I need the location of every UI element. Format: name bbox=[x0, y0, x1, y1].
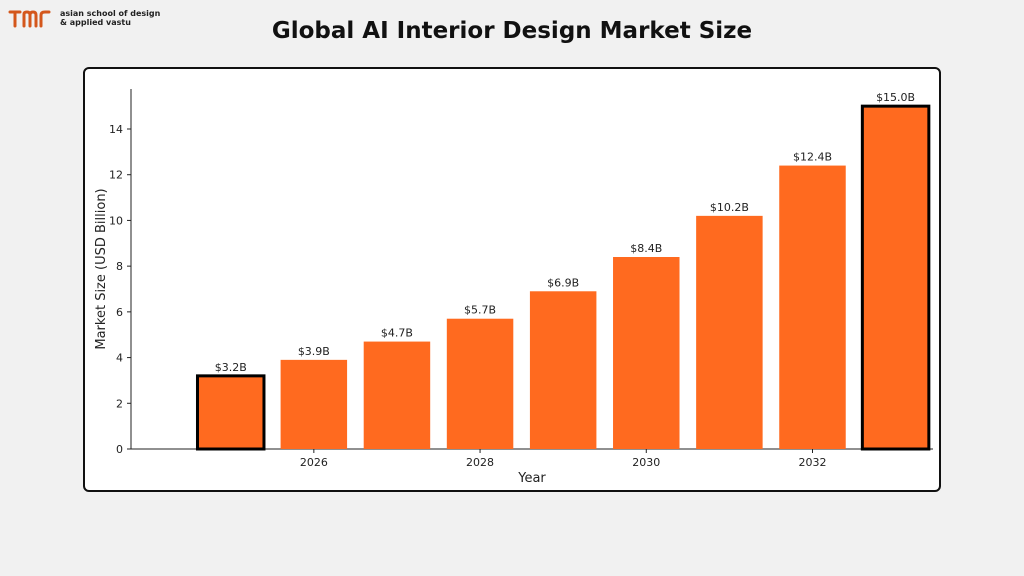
x-tick-label: 2028 bbox=[466, 456, 494, 469]
page-title: Global AI Interior Design Market Size bbox=[271, 18, 753, 44]
bar-value-label: $15.0B bbox=[876, 91, 915, 104]
bar-value-label: $12.4B bbox=[793, 151, 832, 164]
bar-value-label: $3.2B bbox=[215, 361, 247, 374]
bar-value-label: $8.4B bbox=[630, 242, 662, 255]
y-tick-label: 12 bbox=[109, 169, 123, 182]
brand-name-line2: & applied vastu bbox=[60, 18, 131, 27]
tmr-logo-icon bbox=[8, 10, 51, 28]
x-tick-label: 2032 bbox=[798, 456, 826, 469]
brand-name-line1: asian school of design bbox=[60, 9, 161, 18]
bar-value-label: $10.2B bbox=[710, 201, 749, 214]
bar-value-label: $6.9B bbox=[547, 276, 579, 289]
bar bbox=[613, 257, 680, 449]
bar-value-label: $4.7B bbox=[381, 327, 413, 340]
bar-value-label: $5.7B bbox=[464, 304, 496, 317]
y-tick-label: 10 bbox=[109, 214, 123, 227]
y-axis-label: Market Size (USD Billion) bbox=[94, 188, 109, 349]
x-axis-label: Year bbox=[517, 471, 546, 486]
bar-value-label: $3.9B bbox=[298, 345, 330, 358]
y-tick-label: 4 bbox=[116, 352, 123, 365]
y-tick-label: 2 bbox=[116, 397, 123, 410]
brand-name: asian school of design & applied vastu bbox=[60, 9, 160, 27]
chart-card: 0 2 4 6 8 10 12 14 2026 2028 2030 2032 $3.2B $3.9B $4.… bbox=[83, 67, 941, 492]
bar bbox=[860, 104, 931, 451]
y-tick-label: 0 bbox=[116, 443, 123, 456]
y-tick-label: 14 bbox=[109, 123, 123, 136]
bar bbox=[779, 165, 846, 450]
y-tick-label: 6 bbox=[116, 306, 123, 319]
y-tick-label: 8 bbox=[116, 260, 123, 273]
bar bbox=[195, 374, 266, 451]
x-tick-label: 2030 bbox=[632, 456, 660, 469]
bar bbox=[529, 291, 597, 449]
bar bbox=[280, 359, 348, 449]
bar-chart: 0 2 4 6 8 10 12 14 2026 2028 2030 2032 $3.2B $3.9B $4.… bbox=[94, 89, 933, 486]
bar bbox=[363, 341, 431, 449]
plot-area: 0 2 4 6 8 10 12 14 2026 2028 2030 2032 $3.2B $3.9B $4.… bbox=[109, 89, 933, 469]
brand-logo: asian school of design & applied vastu bbox=[8, 8, 160, 28]
x-tick-label: 2026 bbox=[300, 456, 328, 469]
bar bbox=[446, 318, 514, 449]
bar bbox=[696, 215, 763, 449]
